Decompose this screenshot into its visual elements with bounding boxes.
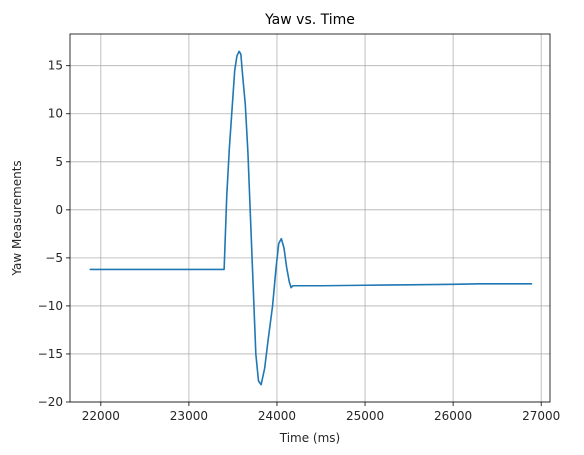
chart-title: Yaw vs. Time	[264, 12, 355, 28]
x-tick-label: 23000	[170, 409, 208, 423]
y-tick-label: 0	[55, 203, 63, 217]
x-tick-label: 26000	[434, 409, 472, 423]
series-line	[89, 50, 533, 386]
x-axis-label: Time (ms)	[279, 431, 341, 445]
y-tick-label: −15	[38, 347, 63, 361]
y-tick-label: −5	[45, 251, 63, 265]
axis-ticks: 22000 23000 24000 25000 26000 27000 −20 −15 −10 −…	[38, 59, 561, 423]
y-tick-label: 15	[48, 59, 63, 73]
y-tick-label: −20	[38, 395, 63, 409]
grid	[70, 34, 550, 403]
x-tick-label: 22000	[82, 409, 120, 423]
y-tick-label: −10	[38, 299, 63, 313]
x-tick-label: 24000	[258, 409, 296, 423]
y-tick-label: 5	[55, 155, 63, 169]
y-tick-label: 10	[48, 107, 63, 121]
x-tick-label: 27000	[522, 409, 560, 423]
y-axis-label: Yaw Measurements	[10, 160, 24, 276]
plot-frame	[69, 33, 551, 403]
x-tick-label: 25000	[346, 409, 384, 423]
plot-lines	[89, 50, 533, 386]
